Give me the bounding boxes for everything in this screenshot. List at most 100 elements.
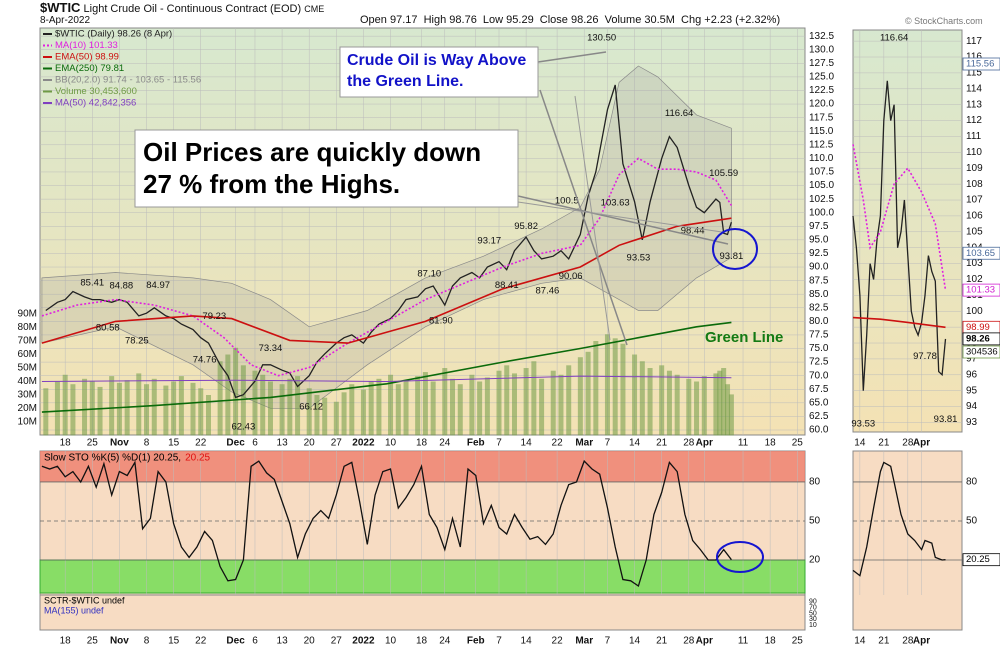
x-tick-label: 7 [496, 636, 502, 647]
legend-label: BB(20,2.0) 91.74 - 103.65 - 115.56 [55, 75, 201, 86]
price-label: 84.97 [146, 280, 170, 291]
volume-bar [217, 361, 223, 436]
volume-bar [322, 397, 328, 436]
quote: Open 97.17 High 98.76 Low 95.29 Close 98… [360, 14, 781, 26]
volume-bar [577, 357, 583, 436]
pointer [537, 51, 607, 63]
volume-bar [116, 382, 122, 436]
x-tick-label: 21 [656, 636, 668, 647]
y-tick-label: 65.0 [809, 397, 829, 408]
legend-label: 20.25 [185, 453, 210, 464]
y-tick-label: 117.5 [809, 112, 834, 123]
axis-badge [962, 57, 1000, 71]
y-tick-label: 113 [966, 99, 982, 110]
volume-bar [422, 372, 428, 436]
y-tick-label: 80 [809, 477, 821, 488]
x-tick-label: 15 [168, 438, 180, 449]
y-tick-label: 72.5 [809, 357, 829, 368]
volume-bar [341, 392, 347, 436]
x-tick-label: 28 [902, 438, 914, 449]
x-tick-label: 22 [552, 438, 564, 449]
volume-bar [306, 388, 312, 436]
y-tick-label: 112 [966, 115, 982, 126]
volume-bar [504, 365, 510, 436]
x-tick-label: 21 [878, 438, 890, 449]
line-series [41, 321, 732, 413]
price-label: 81.90 [429, 316, 453, 327]
volume-bar [260, 374, 266, 436]
line-series [852, 80, 947, 391]
price-label: 93.53 [851, 419, 875, 430]
y-tick-label: 70.0 [809, 370, 829, 381]
y-tick-label: 130.0 [809, 44, 834, 55]
volume-bar [666, 370, 672, 436]
volume-bar [450, 378, 456, 436]
price-label: 100.5 [555, 196, 579, 207]
y-tick-label: 115.0 [809, 126, 834, 137]
volume-bar [62, 374, 68, 436]
price-label: 93.53 [627, 252, 651, 263]
x-tick-label: Mar [575, 438, 593, 449]
volume-bar [252, 370, 258, 436]
y-tick-label: 50 [809, 516, 821, 527]
volume-bar [109, 376, 115, 436]
price-label: 80.58 [96, 323, 120, 334]
volume-bar [415, 376, 421, 436]
price-label: 85.41 [80, 277, 104, 288]
y-tick-label: 110 [966, 147, 982, 158]
price-label: 93.17 [477, 235, 501, 246]
x-tick-label: Nov [110, 438, 129, 449]
x-tick-label: 14 [629, 438, 641, 449]
x-tick-label: Apr [913, 438, 930, 449]
y2-tick-label: 30M [18, 390, 37, 401]
x-tick-label: 18 [416, 438, 428, 449]
price-label: 116.64 [880, 32, 908, 43]
volume-bar [496, 370, 502, 436]
volume-bar [566, 365, 572, 436]
y-tick-label: 122.5 [809, 85, 834, 96]
y-tick-label: 30 [809, 616, 817, 623]
callout-text: the Green Line. [347, 73, 463, 90]
x-tick-label: 15 [168, 636, 180, 647]
volume-bar [694, 381, 700, 436]
volume-bar [190, 382, 196, 436]
volume-bar [523, 368, 529, 436]
x-tick-label: Feb [467, 438, 485, 449]
callout-text: Oil Prices are quickly down [143, 137, 481, 167]
y-tick-label: 77.5 [809, 330, 829, 341]
price-label: 116.64 [665, 108, 693, 119]
x-tick-label: 28 [683, 636, 695, 647]
line-series [41, 217, 732, 344]
price-label: 103.63 [601, 197, 630, 208]
volume-bar [701, 376, 707, 436]
volume-bar [647, 368, 653, 436]
volume-bar [82, 378, 88, 436]
highlight-circle [712, 228, 758, 270]
y-tick-label: 114 [966, 83, 982, 94]
y-tick-label: 108 [966, 179, 983, 190]
x-tick-label: 14 [854, 438, 866, 449]
volume-bar [430, 381, 436, 436]
y-tick-label: 109 [966, 163, 983, 174]
y-tick-label: 112.5 [809, 139, 834, 150]
price-label: 79.23 [202, 311, 226, 322]
x-tick-label: 6 [252, 636, 258, 647]
legend-label: $WTIC (Daily) 98.26 (8 Apr) [55, 29, 172, 40]
y-tick-label: 111 [966, 131, 982, 142]
volume-bar [240, 365, 246, 436]
price-label: 62.43 [231, 421, 255, 432]
legend-label: MA(50) 42,842,356 [55, 98, 136, 109]
callout-box [339, 46, 539, 98]
volume-bar [388, 374, 394, 436]
x-tick-label: 11 [738, 438, 749, 449]
price-label: 97.78 [913, 351, 937, 362]
x-tick-label: 28 [683, 438, 695, 449]
volume-bar [360, 389, 366, 436]
legend-label: SCTR-$WTIC undef [44, 595, 125, 605]
y-tick-label: 90 [809, 599, 817, 606]
volume-bar [233, 347, 239, 436]
axis-badge [962, 246, 1000, 260]
y-tick-label: 97 [966, 354, 978, 365]
